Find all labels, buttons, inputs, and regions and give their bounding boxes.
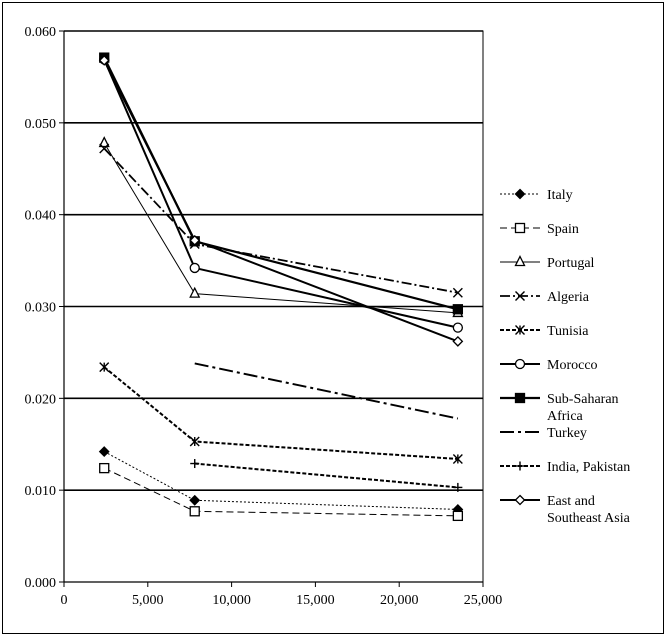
data-point-tunisia <box>189 436 200 447</box>
legend-marker <box>514 494 526 506</box>
x-tick-label: 25,000 <box>464 593 503 608</box>
y-tick-label: 0.030 <box>25 301 57 316</box>
y-tick-label: 0.060 <box>25 25 57 40</box>
data-point-italy <box>189 494 201 506</box>
legend: Italy Spain Portugal Algeria Tunisia Morocco S… <box>500 188 631 526</box>
x-tick-label: 15,000 <box>296 593 335 608</box>
legend-item-tunisia: Tunisia <box>500 324 589 339</box>
data-point-algeria <box>99 143 110 154</box>
legend-item-sub-saharan-africa: Sub-Saharan Africa <box>500 392 619 424</box>
legend-item-spain: Spain <box>500 222 579 237</box>
plot-area: 0.000 0.010 0.020 0.030 0.040 0.050 0.060 0 5,0… <box>25 25 503 608</box>
data-point-tunisia <box>452 453 463 464</box>
data-point-spain <box>452 510 464 522</box>
legend-label-line: East and <box>547 494 595 509</box>
y-tick-label: 0.020 <box>25 392 57 407</box>
x-tick-label: 5,000 <box>132 593 164 608</box>
series-tunisia <box>99 362 463 464</box>
legend-label-line: Southeast Asia <box>547 511 631 526</box>
legend-label: Morocco <box>547 358 598 373</box>
series-line-india-pakistan <box>194 462 458 489</box>
data-point-east-and-southeast-asia <box>189 234 201 246</box>
legend-item-morocco: Morocco <box>500 358 598 373</box>
x-tick-label: 20,000 <box>380 593 419 608</box>
legend-marker <box>514 222 526 234</box>
series-spain <box>99 462 464 522</box>
legend-label-line: Africa <box>547 409 584 424</box>
x-axis-ticks: 0 5,000 10,000 15,000 20,000 25,000 <box>61 582 503 608</box>
legend-marker <box>515 461 525 471</box>
legend-label: Tunisia <box>547 324 589 339</box>
legend-label: Algeria <box>547 290 590 305</box>
legend-item-portugal: Portugal <box>500 255 595 271</box>
series-line-turkey <box>194 362 459 420</box>
data-point-spain <box>189 506 200 517</box>
legend-item-italy: Italy <box>500 188 573 203</box>
data-point-spain <box>99 462 110 474</box>
data-point-morocco <box>452 322 464 333</box>
legend-label-line: Sub-Saharan <box>547 392 619 407</box>
legend-label: Italy <box>547 188 573 203</box>
gridlines <box>64 30 483 491</box>
data-point-italy <box>98 446 110 458</box>
legend-marker <box>514 392 526 404</box>
y-axis-ticks: 0.000 0.010 0.020 0.030 0.040 0.050 0.060 <box>25 25 64 591</box>
series-group <box>98 52 464 522</box>
legend-item-turkey: Turkey <box>500 426 587 441</box>
legend-label: Spain <box>547 222 579 237</box>
data-point-algeria <box>452 287 463 298</box>
data-point-india-pakistan <box>453 482 463 492</box>
legend-label: Turkey <box>547 426 587 441</box>
legend-label: Portugal <box>547 256 595 271</box>
series-turkey <box>194 362 459 420</box>
x-tick-label: 10,000 <box>212 593 251 608</box>
legend-label: India, Pakistan <box>547 460 630 475</box>
legend-item-east-and-southeast-asia: East and Southeast Asia <box>500 494 631 526</box>
legend-marker <box>514 188 526 200</box>
legend-item-india-pakistan: India, Pakistan <box>500 460 630 475</box>
legend-label: Sub-Saharan Africa <box>547 392 619 424</box>
y-tick-label: 0.050 <box>25 117 57 132</box>
legend-marker <box>515 291 525 301</box>
data-point-portugal <box>189 286 201 298</box>
data-point-east-and-southeast-asia <box>452 335 464 347</box>
data-point-india-pakistan <box>190 459 200 469</box>
data-point-tunisia <box>99 362 110 373</box>
y-tick-label: 0.040 <box>25 209 57 224</box>
legend-marker <box>514 255 526 267</box>
legend-item-algeria: Algeria <box>500 290 590 305</box>
series-east-and-southeast-asia <box>98 54 464 347</box>
legend-marker <box>514 358 526 370</box>
data-point-portugal <box>98 136 110 148</box>
legend-marker <box>515 325 525 335</box>
series-india-pakistan <box>190 459 463 492</box>
data-point-morocco <box>189 262 200 274</box>
data-point-east-and-southeast-asia <box>98 54 110 66</box>
y-tick-label: 0.000 <box>25 576 57 591</box>
x-tick-label: 0 <box>61 593 68 608</box>
y-tick-label: 0.010 <box>25 484 57 499</box>
legend-label: East and Southeast Asia <box>547 494 631 526</box>
data-point-sub-saharan-africa <box>452 304 464 315</box>
